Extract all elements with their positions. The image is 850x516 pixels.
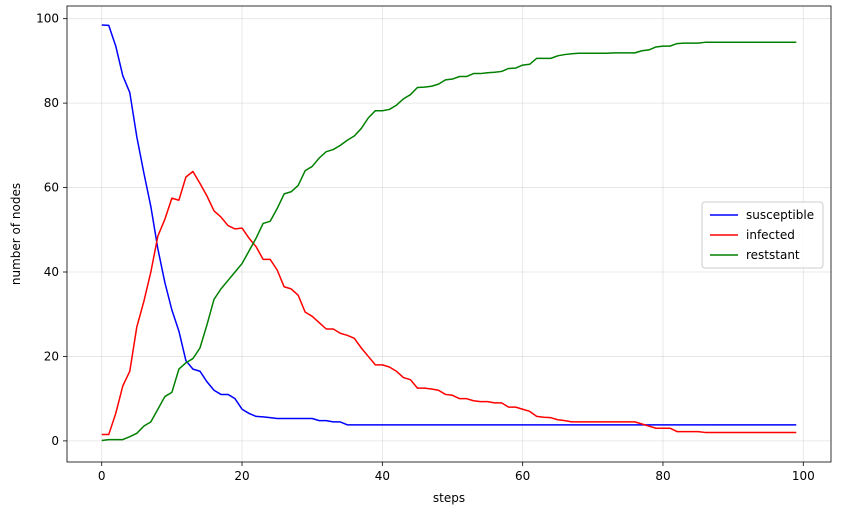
x-tick-label: 100	[792, 469, 815, 483]
legend-label-reststant: reststant	[746, 248, 800, 262]
series-line-reststant	[101, 41, 797, 442]
y-axis-ticks: 0 20 40 60 80 100	[36, 12, 67, 448]
x-tick-label: 80	[655, 469, 670, 483]
y-tick-label: 60	[44, 181, 59, 195]
y-tick-label: 20	[44, 349, 59, 363]
plot-frame	[66, 5, 832, 463]
y-axis-label: number of nodes	[9, 183, 23, 285]
series-line-susceptible	[101, 24, 797, 426]
y-tick-label: 100	[36, 12, 59, 26]
x-tick-label: 40	[375, 469, 390, 483]
legend-box	[701, 201, 824, 269]
series-line-infected	[101, 170, 797, 436]
y-tick-label: 40	[44, 265, 59, 279]
legend: susceptible infected reststant	[701, 201, 824, 269]
y-tick-label: 0	[51, 434, 59, 448]
legend-label-susceptible: susceptible	[746, 208, 814, 222]
legend-label-infected: infected	[746, 228, 795, 242]
x-tick-label: 60	[515, 469, 530, 483]
series-lines	[101, 24, 797, 442]
x-axis-label: steps	[433, 491, 465, 505]
x-tick-label: 0	[98, 469, 106, 483]
y-tick-label: 80	[44, 96, 59, 110]
x-axis-ticks: 0 20 40 60 80 100	[98, 462, 815, 483]
x-tick-label: 20	[234, 469, 249, 483]
